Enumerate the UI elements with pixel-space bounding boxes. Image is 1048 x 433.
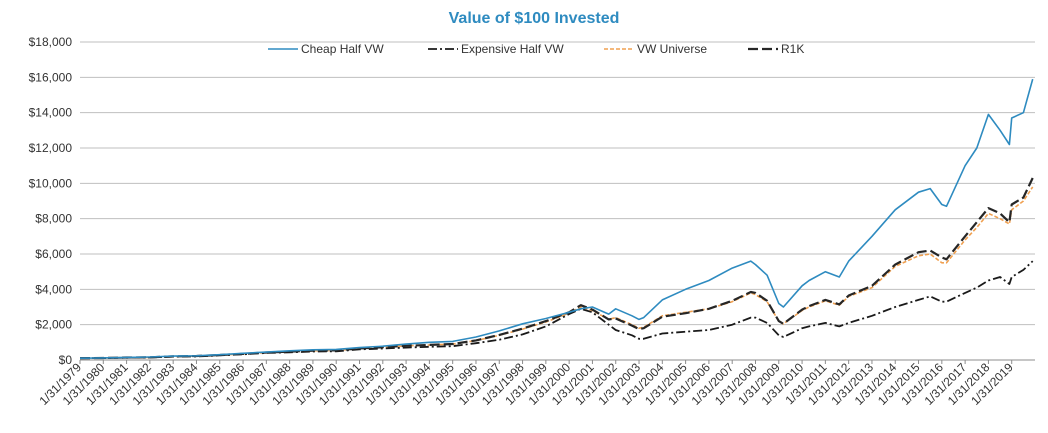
legend-label: VW Universe	[637, 42, 707, 56]
series-line	[79, 177, 1034, 360]
series-line	[79, 186, 1034, 359]
y-tick-label: $8,000	[35, 212, 72, 226]
y-tick-label: $12,000	[29, 141, 73, 155]
y-tick-label: $16,000	[29, 70, 73, 84]
y-tick-label: $6,000	[35, 247, 72, 261]
series-line	[79, 260, 1034, 360]
y-tick-label: $14,000	[29, 106, 73, 120]
legend-label: R1K	[781, 42, 804, 56]
y-tick-label: $10,000	[29, 176, 73, 190]
y-tick-label: $2,000	[35, 318, 72, 332]
legend-label: Expensive Half VW	[461, 42, 564, 56]
y-tick-label: $0	[59, 353, 73, 367]
y-axis-ticks: $0 $2,000 $4,000 $6,000 $8,000 $10,000 $12,000…	[29, 35, 73, 367]
series-line	[79, 78, 1034, 359]
chart-title: Value of $100 Invested	[449, 10, 620, 27]
y-tick-label: $4,000	[35, 282, 72, 296]
y-tick-label: $18,000	[29, 35, 73, 49]
series-lines	[79, 78, 1034, 360]
legend-label: Cheap Half VW	[301, 42, 384, 56]
gridlines	[80, 41, 1035, 361]
legend: Cheap Half VW Expensive Half VW VW Univers…	[268, 42, 804, 56]
x-axis-ticks: 1/31/19791/31/19801/31/19811/31/19821/31…	[36, 360, 1016, 408]
